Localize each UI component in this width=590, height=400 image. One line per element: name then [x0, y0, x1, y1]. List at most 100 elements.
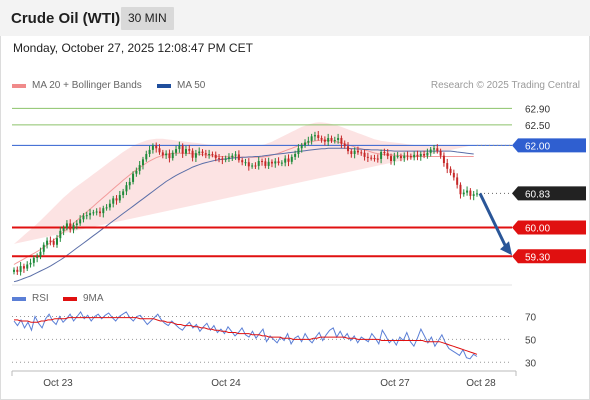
- candle-body: [333, 140, 336, 142]
- candle-body: [251, 165, 254, 167]
- candle-body: [419, 154, 422, 157]
- candle-body: [360, 152, 363, 154]
- candle-body: [423, 154, 426, 156]
- candle-body: [32, 257, 35, 263]
- candle-body: [29, 262, 32, 265]
- candle-body: [148, 149, 151, 155]
- candle-body: [366, 156, 369, 158]
- candle-body: [439, 151, 442, 156]
- instrument-title: Crude Oil (WTI): [11, 10, 121, 27]
- candle-body: [313, 135, 316, 137]
- candle-body: [194, 153, 197, 158]
- candle-body: [214, 154, 217, 159]
- candle-body: [476, 193, 478, 195]
- candle-body: [413, 154, 416, 158]
- candle-body: [399, 156, 402, 159]
- candle-body: [89, 213, 92, 216]
- candle-body: [456, 177, 459, 185]
- candle-body: [72, 225, 75, 230]
- candle-body: [274, 161, 277, 164]
- candle-body: [373, 158, 376, 160]
- candle-body: [158, 148, 161, 153]
- candle-body: [49, 240, 52, 242]
- candle-body: [16, 269, 19, 272]
- candle-body: [181, 145, 184, 154]
- candle-body: [416, 154, 419, 157]
- candle-body: [105, 207, 108, 209]
- candle-body: [138, 165, 141, 171]
- candle-body: [307, 140, 310, 143]
- candle-body: [353, 150, 356, 155]
- legend-rsi-label: RSI: [32, 293, 49, 304]
- level-tag-62.00: [512, 138, 586, 153]
- candle-body: [234, 154, 237, 156]
- candle-body: [340, 137, 343, 144]
- legend-rsi-swatch: [12, 296, 26, 301]
- legend-9ma-label: 9MA: [83, 293, 104, 304]
- candle-body: [337, 137, 340, 141]
- forecast-arrow-head: [500, 241, 512, 256]
- candle-body: [208, 154, 211, 156]
- candle-body: [386, 153, 389, 157]
- candle-body: [46, 240, 49, 245]
- candle-body: [161, 152, 164, 156]
- candle-body: [380, 151, 383, 159]
- level-label-62.00: 62.00: [525, 141, 550, 152]
- forecast-arrow-shaft: [478, 192, 509, 250]
- candle-body: [85, 215, 88, 217]
- candle-body: [65, 223, 68, 228]
- candle-body: [132, 173, 135, 182]
- candle-body: [201, 151, 204, 154]
- candle-body: [13, 269, 15, 272]
- candle-body: [36, 256, 39, 258]
- candle-body: [261, 160, 264, 162]
- candle-body: [284, 158, 287, 163]
- candle-body: [75, 223, 78, 226]
- candle-body: [294, 154, 297, 157]
- candle-body: [356, 150, 359, 153]
- level-label-59.30: 59.30: [525, 252, 550, 263]
- candle-body: [237, 154, 240, 161]
- candle-body: [469, 190, 472, 196]
- rsi-tick-70: 70: [525, 312, 537, 323]
- candle-body: [330, 137, 333, 141]
- candle-body: [59, 230, 62, 239]
- candle-body: [26, 264, 29, 269]
- candle-body: [42, 244, 45, 252]
- candle-body: [310, 136, 313, 141]
- candle-body: [112, 198, 115, 204]
- candle-body: [270, 161, 273, 164]
- candle-body: [347, 146, 350, 152]
- candle-body: [290, 156, 293, 162]
- level-tag-60.00: [512, 220, 586, 235]
- candle-body: [19, 266, 22, 272]
- candle-body: [191, 150, 194, 158]
- candle-body: [115, 198, 118, 201]
- candle-body: [151, 145, 154, 150]
- candle-body: [178, 145, 181, 150]
- legend-ma20: MA 20 + Bollinger Bands: [12, 80, 142, 91]
- candle-body: [82, 215, 85, 220]
- candle-body: [55, 238, 58, 245]
- timeframe-badge[interactable]: 30 MIN: [121, 7, 174, 30]
- candle-body: [141, 159, 144, 166]
- candle-body: [22, 266, 25, 269]
- candle-body: [92, 212, 95, 214]
- candle-body: [204, 153, 207, 155]
- x-tick-oct-23: Oct 23: [43, 378, 73, 389]
- candle-body: [257, 160, 260, 166]
- level-tag-59.30: [512, 249, 586, 264]
- candle-body: [184, 149, 187, 154]
- candle-body: [320, 137, 323, 140]
- candle-body: [79, 219, 82, 224]
- candle-body: [343, 143, 346, 147]
- candle-body: [247, 162, 250, 167]
- candle-body: [459, 184, 462, 195]
- header-bar: Crude Oil (WTI) 30 MIN: [0, 0, 590, 36]
- x-tick-oct-24: Oct 24: [211, 378, 241, 389]
- candle-body: [128, 181, 131, 186]
- candle-body: [280, 162, 283, 164]
- candle-body: [244, 162, 247, 164]
- x-tick-oct-28: Oct 28: [466, 378, 496, 389]
